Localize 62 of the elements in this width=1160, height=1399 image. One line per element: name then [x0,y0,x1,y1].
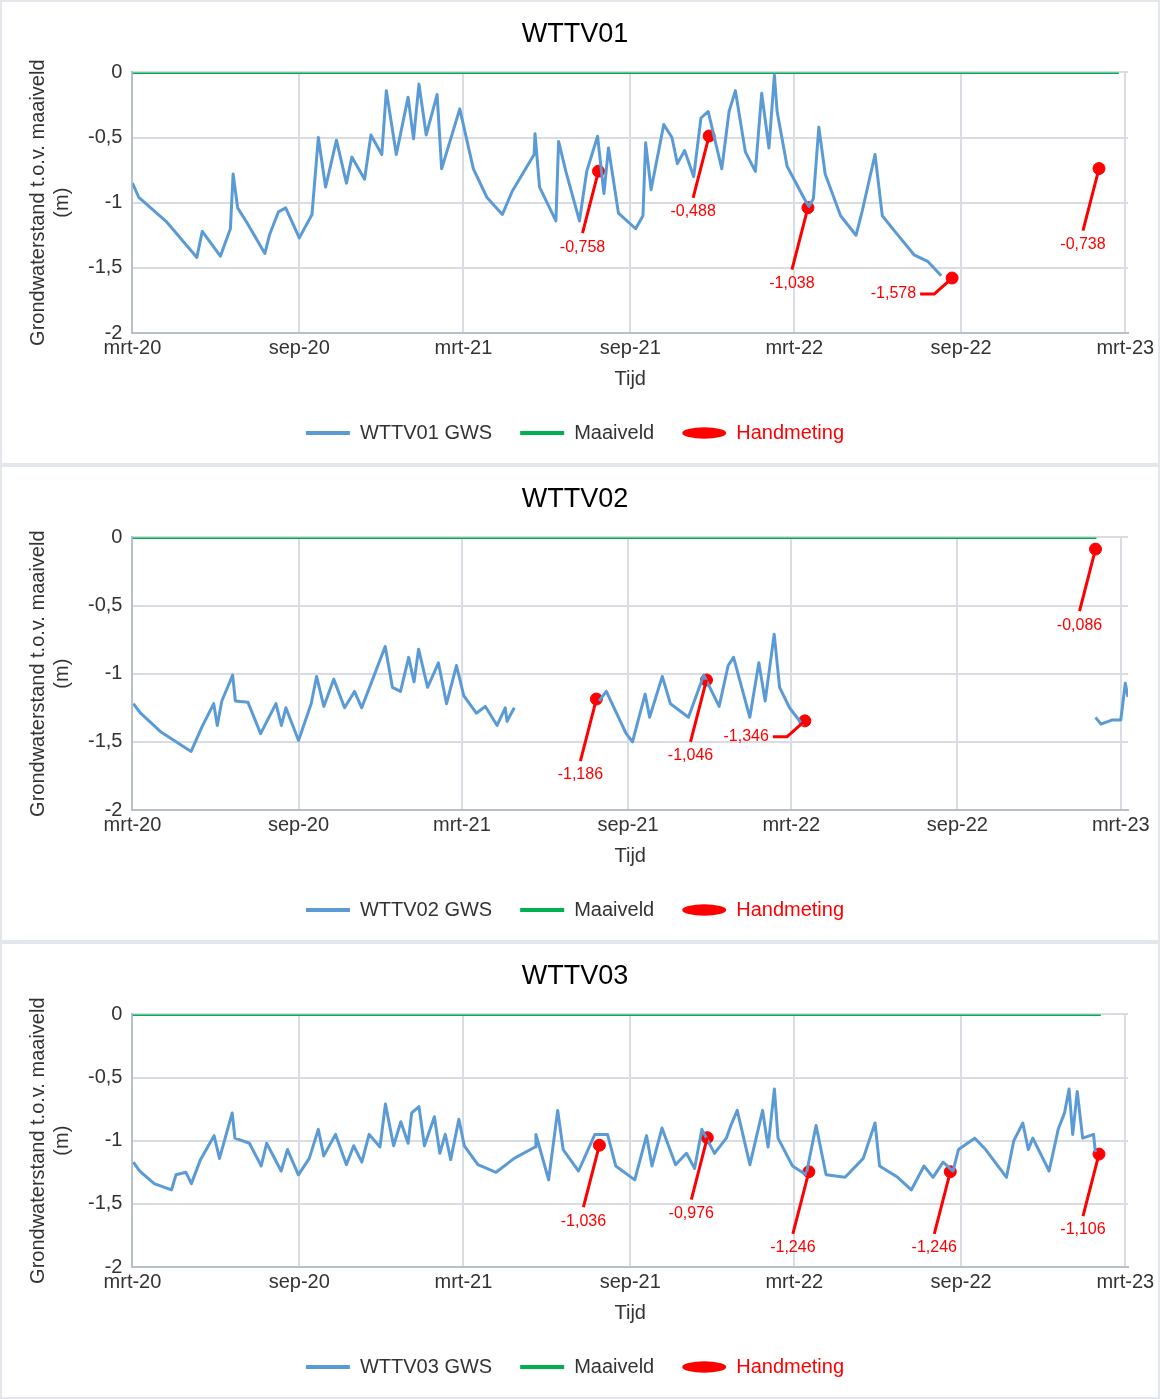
x-tick-label: mrt-21 [434,335,493,358]
data-label: -0,758 [559,237,606,255]
x-tick-label: mrt-23 [1096,335,1155,358]
legend-label: Handmeting [736,1354,845,1377]
data-label: -1,186 [557,765,604,783]
y-tick-label: -1 [104,190,123,213]
data-label: -0,738 [1060,234,1106,252]
legend-label: Maaiveld [574,1354,655,1377]
legend-label: Maaiveld [574,897,655,920]
x-tick-label: sep-22 [930,335,992,358]
legend-label: WTTV02 GWS [359,897,493,920]
y-tick-label: -1,5 [87,255,123,278]
data-label: -1,046 [667,746,714,764]
y-tick-label: -1,5 [87,729,123,752]
y-axis-title: Grondwaterstand t.o.v. maaiveld (m) [25,59,72,346]
y-tick-label: -0,5 [87,1065,123,1088]
legend-label: Handmeting [736,897,845,920]
y-tick-label: -1 [104,661,123,684]
x-tick-label: mrt-22 [765,335,824,358]
y-tick-label: -0,5 [87,593,123,616]
x-tick-label: sep-22 [930,1269,992,1292]
y-tick-label: -1 [104,1128,123,1151]
y-tick-label: -0,5 [87,125,123,148]
data-label: -1,578 [870,284,917,302]
legend-label: Maaiveld [574,420,655,443]
data-label: -1,246 [770,1238,816,1256]
legend-label: WTTV03 GWS [359,1354,493,1377]
data-label: -1,346 [723,727,769,745]
y-tick-label: 0 [111,1001,123,1024]
x-tick-label: sep-20 [268,1269,330,1292]
x-tick-label: sep-20 [268,335,330,358]
x-tick-label: sep-22 [926,812,988,835]
x-tick-label: sep-20 [267,812,330,835]
x-axis-title: Tijd [614,366,646,389]
chart-title: WTTV01 [521,17,629,48]
x-tick-label: mrt-22 [762,812,821,835]
data-label: -0,086 [1056,615,1103,633]
y-tick-label: 0 [111,524,123,547]
y-axis-title: Grondwaterstand t.o.v. maaiveld (m) [25,530,72,817]
y-tick-label: -1,5 [87,1191,123,1214]
y-tick-label: 0 [111,59,123,82]
x-tick-label: mrt-22 [765,1269,824,1292]
data-label: -0,488 [670,202,716,220]
x-tick-label: mrt-23 [1096,1269,1155,1292]
x-tick-label: mrt-23 [1091,812,1150,835]
y-axis-title: Grondwaterstand t.o.v. maaiveld (m) [25,997,72,1284]
x-tick-label: sep-21 [597,812,659,835]
x-axis-title: Tijd [614,843,646,866]
legend-label: WTTV01 GWS [359,420,493,443]
x-tick-label: mrt-21 [434,1269,493,1292]
data-label: -1,106 [1060,1220,1106,1238]
data-label: -1,038 [769,274,815,292]
chart-title: WTTV03 [521,959,629,990]
data-label: -0,976 [668,1204,715,1222]
x-axis-title: Tijd [614,1300,646,1323]
x-tick-label: sep-21 [599,1269,661,1292]
data-label: -1,246 [911,1238,958,1256]
x-tick-label: sep-21 [599,335,661,358]
data-label: -1,036 [560,1211,607,1229]
legend-label: Handmeting [736,420,845,443]
x-tick-label: mrt-21 [433,812,491,835]
chart-title: WTTV02 [521,482,629,513]
